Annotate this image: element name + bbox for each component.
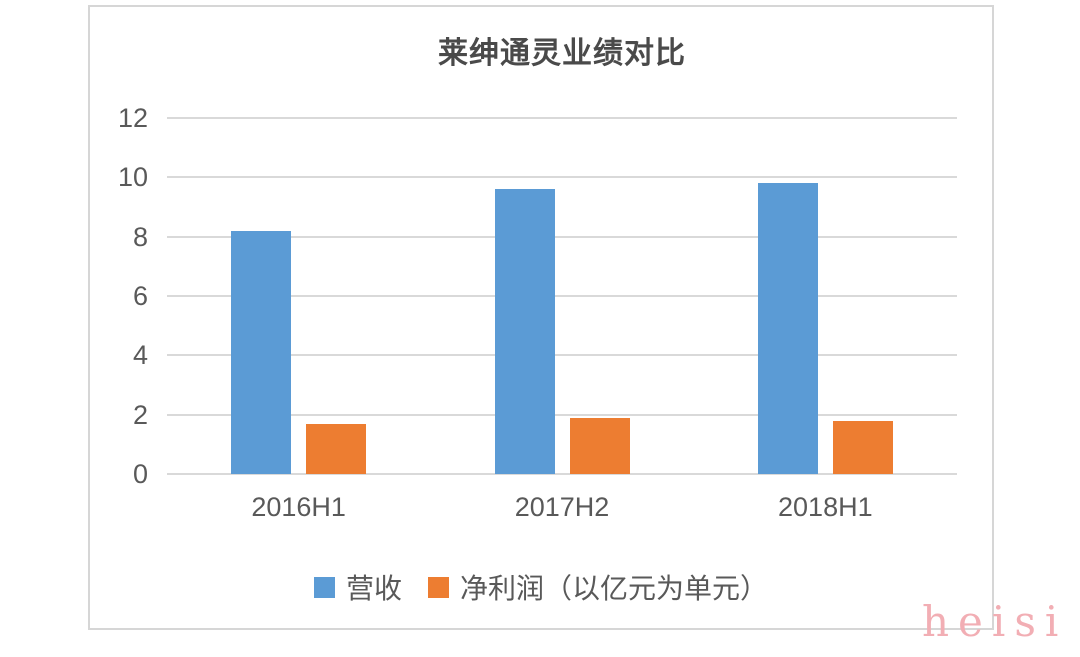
legend-item-net-profit: 净利润（以亿元为单元）: [428, 567, 768, 607]
gridline: [167, 354, 957, 357]
bar-revenue-2018H1: [757, 183, 818, 474]
legend-label: 营收: [345, 573, 402, 604]
chart-title: 莱绅通灵业绩对比: [438, 37, 686, 70]
gridline: [167, 235, 957, 238]
y-tick-label: 0: [132, 459, 148, 489]
bar-revenue-2016H1: [231, 230, 292, 474]
legend-item-revenue: 营收: [313, 567, 402, 607]
x-axis-label: 2016H1: [251, 492, 346, 522]
y-tick-label: 12: [117, 103, 148, 133]
watermark: heisi: [922, 597, 1068, 646]
bar-revenue-2017H2: [494, 189, 555, 474]
bar-net-profit-2018H1: [832, 420, 893, 474]
x-axis-label: 2018H1: [778, 492, 873, 522]
y-tick-label: 2: [132, 399, 148, 430]
legend-swatch-icon: [428, 576, 449, 598]
gridline: [167, 473, 957, 475]
bar-net-profit-2016H1: [306, 423, 367, 474]
y-tick-label: 10: [117, 162, 148, 193]
legend: 营收 净利润（以亿元为单元）: [90, 567, 992, 607]
x-axis-label: 2017H2: [514, 492, 610, 522]
gridline: [167, 176, 957, 179]
y-tick-label: 6: [132, 281, 148, 311]
chart-frame: 莱绅通灵业绩对比 0 2 4 6 8 10 12 2016H1 2017H2 2018H1 营收 净…: [88, 5, 994, 630]
bar-net-profit-2017H2: [569, 417, 630, 474]
y-tick-label: 8: [132, 221, 148, 252]
gridline: [167, 413, 957, 416]
gridline: [167, 295, 957, 297]
legend-label: 净利润（以亿元为单元）: [460, 573, 769, 604]
y-tick-label: 4: [132, 340, 148, 371]
gridline: [167, 117, 957, 119]
legend-swatch-icon: [313, 576, 335, 598]
plot-area: 0 2 4 6 8 10 12 2016H1 2017H2 2018H1: [118, 104, 957, 522]
